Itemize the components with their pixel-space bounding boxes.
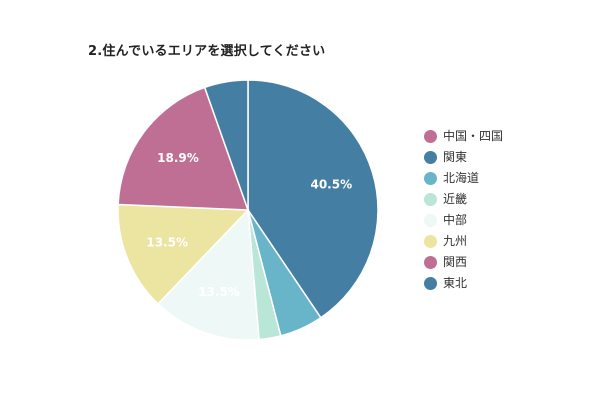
legend-marker-icon — [424, 193, 437, 206]
slice-data-label-6: 18.9% — [157, 151, 199, 165]
legend-item[interactable]: 北海道 — [424, 168, 503, 189]
legend-marker-icon — [424, 277, 437, 290]
legend-item[interactable]: 九州 — [424, 231, 503, 252]
legend-item[interactable]: 東北 — [424, 273, 503, 294]
pie-slice-5 — [117, 203, 250, 305]
legend-marker-icon — [424, 151, 437, 164]
slice-data-label-4: 13.5% — [198, 285, 240, 299]
legend-marker-icon — [424, 130, 437, 143]
pie-labels: 40.5% 13.5% 13.5% 18.9% — [146, 151, 352, 299]
pie-slice-1 — [247, 79, 379, 319]
legend-label: 中部 — [443, 213, 468, 227]
legend-item[interactable]: 関西 — [424, 252, 503, 273]
chart-title: 2.住んでいるエリアを選択してください — [88, 44, 326, 59]
legend-label: 関東 — [443, 150, 468, 164]
legend-marker-icon — [424, 256, 437, 269]
pie-slices — [117, 79, 379, 341]
legend-label: 九州 — [443, 234, 468, 248]
legend-label: 北海道 — [443, 171, 480, 185]
slice-data-label-5: 13.5% — [146, 236, 188, 250]
legend-marker-icon — [424, 235, 437, 248]
legend-label: 近畿 — [443, 192, 468, 206]
pie-slice-6 — [117, 86, 250, 211]
legend-item[interactable]: 関東 — [424, 147, 503, 168]
pie-slice-4 — [156, 208, 260, 341]
legend-marker-icon — [424, 214, 437, 227]
legend-marker-icon — [424, 172, 437, 185]
legend-item[interactable]: 中部 — [424, 210, 503, 231]
legend-label: 東北 — [443, 276, 468, 290]
legend-item[interactable]: 近畿 — [424, 189, 503, 210]
legend-label: 中国・四国 — [443, 129, 504, 143]
legend-label: 関西 — [443, 255, 468, 269]
slice-data-label-1: 40.5% — [310, 178, 352, 192]
legend: 中国・四国関東北海道近畿中部九州関西東北 — [424, 126, 503, 294]
legend-item[interactable]: 中国・四国 — [424, 126, 503, 147]
pie-slice-7 — [203, 79, 249, 211]
